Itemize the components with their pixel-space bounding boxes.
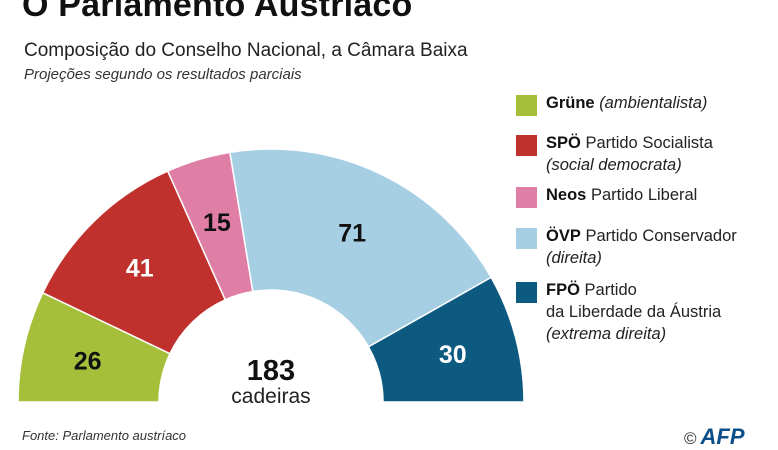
- chart-subtitle: Composição do Conselho Nacional, a Câmar…: [24, 40, 468, 61]
- legend-swatch-fpo: [516, 282, 537, 303]
- legend-party-spo: SPÖ: [546, 134, 581, 152]
- legend-swatch-neos: [516, 187, 537, 208]
- source-note: Fonte: Parlamento austríaco: [22, 428, 187, 443]
- legend-swatch-grune: [516, 95, 537, 116]
- legend-swatch-spo: [516, 135, 537, 156]
- legend-swatch-ovp: [516, 228, 537, 249]
- seat-label-fpo: 30: [439, 341, 467, 369]
- chart-title: O Parlamento Austríaco: [22, 0, 413, 24]
- seat-label-ovp: 71: [338, 219, 366, 247]
- legend-desc2-fpo: da Liberdade da Áustria: [546, 303, 722, 321]
- afp-logo: © AFP: [684, 424, 745, 450]
- slice-ovp: [229, 148, 493, 348]
- legend-party-neos: Neos: [546, 186, 587, 204]
- legend-desc-ovp: Partido Conservador: [585, 227, 737, 245]
- slice-spo: [41, 170, 227, 355]
- legend-party-ovp: ÖVP: [546, 227, 581, 245]
- seat-label-spo: 41: [126, 254, 154, 282]
- legend-party-fpo: FPÖ: [546, 281, 580, 299]
- legend-desc-spo: Partido Socialista: [585, 134, 713, 152]
- legend-desc-fpo: Partido: [584, 281, 637, 299]
- legend-party-grune: Grüne: [546, 94, 595, 112]
- legend-note-ovp: (direita): [546, 249, 602, 267]
- seat-label-grune: 26: [74, 347, 102, 375]
- slice-fpo: [367, 276, 525, 403]
- center-total: 183: [247, 355, 295, 387]
- legend-note-spo: (social democrata): [546, 156, 682, 174]
- legend-desc-grune: (ambientalista): [599, 94, 708, 112]
- seat-label-neos: 15: [203, 209, 231, 237]
- center-label: cadeiras: [231, 385, 310, 408]
- chart-note: Projeções segundo os resultados parciais: [24, 66, 302, 83]
- legend-desc-neos: Partido Liberal: [590, 186, 698, 204]
- parliament-chart: 26 41 15 71 30 183 cadeiras: [17, 148, 525, 408]
- copyright-symbol: ©: [684, 429, 697, 448]
- logo-text: AFP: [700, 424, 745, 449]
- legend-note-fpo: (extrema direita): [546, 325, 667, 343]
